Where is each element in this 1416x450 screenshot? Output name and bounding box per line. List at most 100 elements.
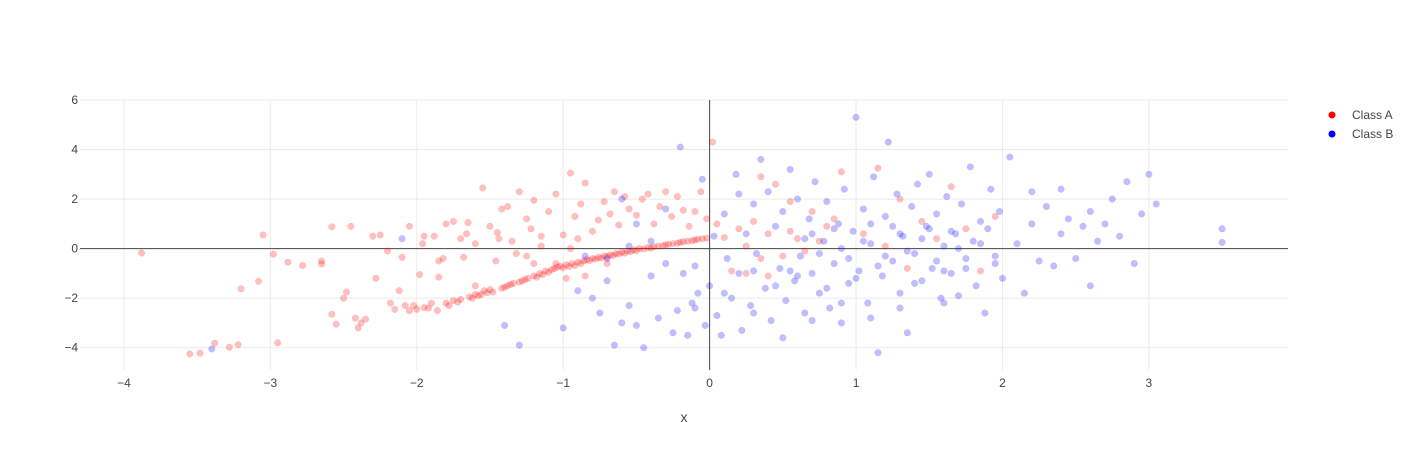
data-point-class-b[interactable] [881,252,889,260]
data-point-class-a[interactable] [427,299,435,307]
data-point-class-b[interactable] [845,279,853,287]
data-point-class-b[interactable] [991,252,999,260]
data-point-class-a[interactable] [234,341,242,349]
data-point-class-a[interactable] [398,253,406,261]
data-point-class-b[interactable] [896,230,904,238]
data-point-class-a[interactable] [524,274,532,282]
data-point-class-a[interactable] [606,210,614,218]
data-point-class-b[interactable] [1057,185,1065,193]
data-point-class-a[interactable] [903,264,911,272]
data-point-class-b[interactable] [796,252,804,260]
data-point-class-b[interactable] [867,220,875,228]
data-point-class-b[interactable] [811,178,819,186]
data-point-class-a[interactable] [501,283,509,291]
data-point-class-a[interactable] [676,238,684,246]
data-point-class-b[interactable] [805,215,813,223]
data-point-class-a[interactable] [284,258,292,266]
data-point-class-b[interactable] [1152,200,1160,208]
data-point-class-a[interactable] [471,282,479,290]
data-point-class-a[interactable] [357,319,365,327]
data-point-class-b[interactable] [717,331,725,339]
data-point-class-b[interactable] [981,309,989,317]
data-point-class-b[interactable] [840,185,848,193]
data-point-class-a[interactable] [801,247,809,255]
data-point-class-b[interactable] [694,289,702,297]
data-point-class-b[interactable] [1072,254,1080,263]
data-point-class-b[interactable] [1108,195,1116,203]
data-point-class-a[interactable] [463,230,471,238]
data-point-class-a[interactable] [609,252,617,260]
data-point-class-b[interactable] [654,314,662,322]
data-point-class-b[interactable] [720,289,728,297]
data-point-class-a[interactable] [562,261,570,269]
data-point-class-a[interactable] [504,282,512,290]
data-point-class-b[interactable] [911,279,919,287]
data-point-class-a[interactable] [523,215,531,223]
data-point-class-a[interactable] [471,290,479,298]
data-point-class-b[interactable] [779,334,787,342]
data-point-class-a[interactable] [225,343,233,351]
data-point-class-b[interactable] [947,227,955,235]
data-point-class-b[interactable] [896,289,904,297]
data-point-class-b[interactable] [732,170,740,178]
data-point-class-b[interactable] [823,198,831,206]
data-point-class-b[interactable] [893,190,901,198]
data-point-class-a[interactable] [498,205,506,213]
data-point-class-a[interactable] [583,256,591,264]
data-point-class-a[interactable] [621,249,629,257]
data-point-class-a[interactable] [489,288,497,296]
data-point-class-b[interactable] [603,254,611,263]
data-point-class-a[interactable] [625,205,633,213]
data-point-class-b[interactable] [808,230,816,238]
data-point-class-b[interactable] [1218,225,1226,233]
data-point-class-b[interactable] [820,237,828,245]
data-point-class-b[interactable] [881,212,889,220]
data-point-class-a[interactable] [521,276,529,284]
data-point-class-b[interactable] [618,319,626,327]
data-point-class-b[interactable] [972,282,980,290]
data-point-class-a[interactable] [771,180,780,188]
data-point-class-b[interactable] [793,195,802,203]
data-point-class-a[interactable] [597,254,605,262]
data-point-class-a[interactable] [442,220,450,228]
data-point-class-b[interactable] [747,302,755,310]
data-point-class-a[interactable] [405,222,414,230]
data-point-class-a[interactable] [566,245,575,253]
data-point-class-a[interactable] [439,254,447,263]
data-point-class-b[interactable] [767,316,775,325]
data-point-class-b[interactable] [706,282,714,290]
data-point-class-a[interactable] [512,250,520,258]
data-point-class-a[interactable] [530,259,538,268]
data-point-class-a[interactable] [420,232,428,240]
data-point-class-a[interactable] [515,278,523,286]
data-point-class-a[interactable] [896,195,904,203]
data-point-class-a[interactable] [420,304,428,312]
data-point-class-a[interactable] [369,232,377,240]
data-point-class-a[interactable] [709,138,717,146]
data-point-class-b[interactable] [750,200,758,208]
data-point-class-a[interactable] [545,207,553,216]
data-point-class-a[interactable] [603,259,611,268]
data-point-class-a[interactable] [457,235,465,243]
data-point-class-b[interactable] [952,230,960,238]
data-point-class-b[interactable] [834,220,843,228]
data-point-class-b[interactable] [940,267,948,275]
data-point-class-a[interactable] [632,247,640,255]
data-point-class-b[interactable] [735,269,743,277]
data-point-class-a[interactable] [830,215,838,223]
data-point-class-b[interactable] [884,138,892,146]
data-point-class-a[interactable] [698,235,706,243]
data-point-class-b[interactable] [867,314,875,322]
data-point-class-b[interactable] [903,329,911,337]
data-point-class-b[interactable] [779,207,787,216]
legend-item-class-a[interactable]: Class A [1328,108,1393,122]
data-point-class-a[interactable] [486,285,494,294]
data-point-class-a[interactable] [568,259,576,268]
data-point-class-a[interactable] [255,277,263,285]
data-point-class-b[interactable] [837,319,845,327]
data-point-class-a[interactable] [594,216,602,224]
data-point-class-a[interactable] [413,305,421,313]
data-point-class-a[interactable] [650,243,658,251]
data-point-class-a[interactable] [361,315,370,323]
data-point-class-b[interactable] [947,269,955,277]
